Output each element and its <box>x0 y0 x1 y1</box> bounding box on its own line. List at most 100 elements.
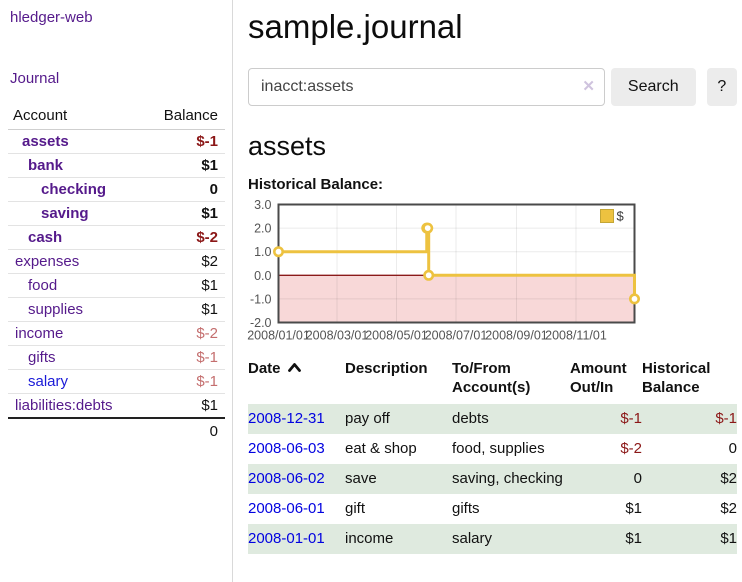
transaction-amount-cell: $1 <box>625 530 642 547</box>
account-balance: $-2 <box>196 325 218 342</box>
x-tick-label: 2008/03/01 <box>306 329 369 343</box>
historical-balance-chart: 3.0 2.0 1.0 0.0 -1.0 -2.02008/01/012008/03/01… <box>247 198 640 343</box>
x-tick-label: 2008/05/01 <box>365 329 428 343</box>
account-link-expenses[interactable]: expenses <box>15 253 80 270</box>
account-link-cash[interactable]: cash <box>28 229 63 246</box>
x-tick-label: 2008/01/01 <box>247 329 310 343</box>
balance-header-line2: Balance <box>642 379 700 396</box>
app-title-link[interactable]: hledger-web <box>10 9 93 26</box>
transaction-date-link[interactable]: 2008-06-01 <box>248 500 325 517</box>
account-balance: $-1 <box>196 133 218 150</box>
account-row: cash $-2 <box>8 226 225 250</box>
data-point-marker <box>628 293 640 305</box>
sort-ascending-icon <box>287 363 301 372</box>
account-link-saving[interactable]: saving <box>41 205 89 222</box>
y-tick-label: -2.0 <box>250 316 272 330</box>
amount-header-line2: Out/In <box>570 379 614 396</box>
data-point-marker <box>422 222 434 234</box>
search-form: ✕ Search ? <box>248 68 737 106</box>
y-tick-label: 1.0 <box>254 245 271 259</box>
transaction-accounts-cell: salary <box>452 530 493 547</box>
account-link-assets[interactable]: assets <box>22 133 69 150</box>
transaction-date-cell: 2008-01-01 <box>248 524 345 554</box>
transaction-date-link[interactable]: 2008-01-01 <box>248 530 325 547</box>
sidebar-item-journal[interactable]: Journal <box>10 70 60 87</box>
search-input-wrap: ✕ <box>248 68 605 106</box>
legend-label: $ <box>617 209 625 224</box>
account-link-gifts[interactable]: gifts <box>28 349 56 366</box>
main-content: sample.journal ✕ Search ? assets Histori… <box>233 0 742 582</box>
account-row: gifts $-1 <box>8 346 225 370</box>
account-balance: $1 <box>201 205 218 222</box>
account-row: liabilities:debts $1 <box>8 394 225 417</box>
transaction-date-link[interactable]: 2008-06-02 <box>248 470 325 487</box>
account-balance: $1 <box>201 301 218 318</box>
transaction-row: 2008-01-01 income salary $1 $1 <box>248 524 737 554</box>
register-rows: 2008-12-31 pay off debts $-1 $-1 2008-06-03 ea… <box>248 404 737 554</box>
x-tick-label: 2008/11/01 <box>545 329 607 343</box>
transaction-date-link[interactable]: 2008-12-31 <box>248 410 325 427</box>
account-link-supplies[interactable]: supplies <box>28 301 84 318</box>
plot-border <box>277 203 636 324</box>
account-link-salary[interactable]: salary <box>28 373 69 390</box>
y-tick-label: -1.0 <box>250 292 272 306</box>
accounts-rows: assets $-1 bank $1 checking 0 saving $1 cash $-2 e… <box>8 130 225 417</box>
account-link-liabilities-debts[interactable]: liabilities:debts <box>15 397 113 414</box>
negative-region <box>278 275 635 323</box>
transaction-row: 2008-06-03 eat & shop food, supplies $-2 0 <box>248 434 737 464</box>
transaction-row: 2008-06-01 gift gifts $1 $2 <box>248 494 737 524</box>
account-row: checking 0 <box>8 178 225 202</box>
account-link-bank[interactable]: bank <box>28 157 64 174</box>
data-point-marker <box>423 269 435 281</box>
y-tick-label: 2.0 <box>254 222 271 236</box>
register-header-account: To/From Account(s) <box>452 359 570 404</box>
transaction-description-cell: eat & shop <box>345 440 417 457</box>
transaction-date-cell: 2008-06-02 <box>248 464 345 494</box>
accounts-total-row: 0 <box>8 417 225 444</box>
register-header-date[interactable]: Date <box>248 359 345 404</box>
account-balance: $1 <box>201 397 218 414</box>
balance-header-line1: Historical <box>642 360 711 377</box>
account-balance: 0 <box>209 181 218 198</box>
transaction-balance-cell: $2 <box>720 500 737 517</box>
clear-search-icon[interactable]: ✕ <box>582 78 595 95</box>
y-tick-label: 3.0 <box>254 198 271 212</box>
transaction-accounts-cell: saving, checking <box>452 470 563 487</box>
search-button[interactable]: Search <box>610 68 696 106</box>
account-row: supplies $1 <box>8 298 225 322</box>
transaction-balance-cell: 0 <box>728 440 737 457</box>
help-button[interactable]: ? <box>706 68 737 106</box>
register-header-amount: Amount Out/In <box>570 359 642 404</box>
transaction-amount-cell: $1 <box>625 500 642 517</box>
account-link-checking[interactable]: checking <box>41 181 107 198</box>
amount-header-line1: Amount <box>570 360 627 377</box>
account-row: assets $-1 <box>8 130 225 154</box>
account-link-food[interactable]: food <box>28 277 58 294</box>
account-header-line2: Account(s) <box>452 379 531 396</box>
transaction-date-link[interactable]: 2008-06-03 <box>248 440 325 457</box>
account-link-income[interactable]: income <box>15 325 64 342</box>
transaction-accounts-cell: gifts <box>452 500 480 517</box>
transaction-amount-cell: 0 <box>633 470 642 487</box>
transaction-description-cell: income <box>345 530 394 547</box>
account-header-line1: To/From <box>452 360 511 377</box>
accounts-header-balance: Balance <box>163 107 218 124</box>
transaction-balance-cell: $-1 <box>715 410 737 427</box>
transaction-date-cell: 2008-12-31 <box>248 404 345 434</box>
register-header-description: Description <box>345 360 428 377</box>
sidebar: hledger-web Journal Account Balance asse… <box>0 0 233 582</box>
transaction-accounts-cell: food, supplies <box>452 440 545 457</box>
transaction-description-cell: save <box>345 470 377 487</box>
account-row: expenses $2 <box>8 250 225 274</box>
account-balance: $1 <box>201 277 218 294</box>
transaction-balance-cell: $1 <box>720 530 737 547</box>
transaction-amount-cell: $-2 <box>620 440 642 457</box>
search-input[interactable] <box>248 68 605 106</box>
transaction-date-cell: 2008-06-03 <box>248 434 345 464</box>
register-header-balance: Historical Balance <box>642 359 737 404</box>
account-row: bank $1 <box>8 154 225 178</box>
transaction-row: 2008-06-02 save saving, checking 0 $2 <box>248 464 737 494</box>
chart-title: Historical Balance: <box>248 176 384 193</box>
account-row: salary $-1 <box>8 370 225 394</box>
accounts-header-account: Account <box>13 107 68 124</box>
